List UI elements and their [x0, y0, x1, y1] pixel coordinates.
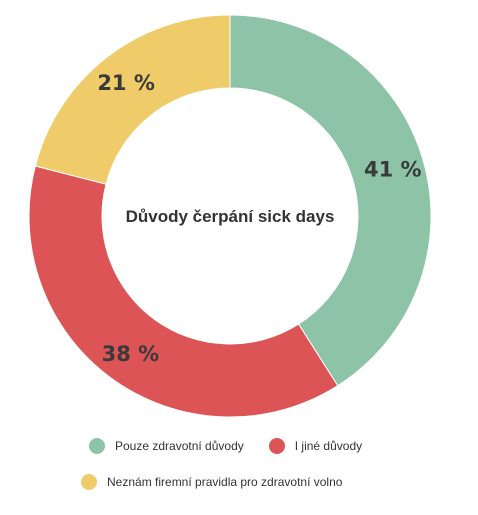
donut-chart: Důvody čerpání sick days 41 % 38 % 21 %	[28, 14, 432, 418]
legend: Pouze zdravotní důvody I jiné důvody Nez…	[0, 436, 478, 508]
legend-label: I jiné důvody	[294, 439, 363, 453]
value-labels: 41 % 38 % 21 %	[97, 71, 421, 366]
label-41-percent: 41 %	[364, 158, 422, 182]
label-21-percent: 21 %	[97, 71, 155, 95]
slice-neznam-pravidla[interactable]	[34, 14, 231, 185]
label-38-percent: 38 %	[102, 342, 160, 366]
legend-marker-yellow	[81, 474, 97, 490]
legend-item-neznam-pravidla[interactable]: Neznám firemní pravidla pro zdravotní vo…	[81, 474, 342, 490]
legend-label: Neznám firemní pravidla pro zdravotní vo…	[107, 475, 343, 489]
legend-row: Neznám firemní pravidla pro zdravotní vo…	[0, 472, 478, 492]
slice-i-jine[interactable]	[28, 165, 339, 418]
legend-item-pouze-zdravotni[interactable]: Pouze zdravotní důvody	[89, 438, 244, 454]
legend-marker-red	[268, 438, 285, 454]
legend-label: Pouze zdravotní důvody	[115, 439, 244, 453]
donut-slices	[28, 14, 432, 418]
chart-title: Důvody čerpání sick days	[126, 207, 335, 226]
legend-row: Pouze zdravotní důvody I jiné důvody	[0, 436, 478, 456]
slice-pouze-zdravotni[interactable]	[229, 14, 432, 387]
legend-marker-green	[89, 438, 105, 454]
legend-item-i-jine[interactable]: I jiné důvody	[268, 438, 363, 454]
